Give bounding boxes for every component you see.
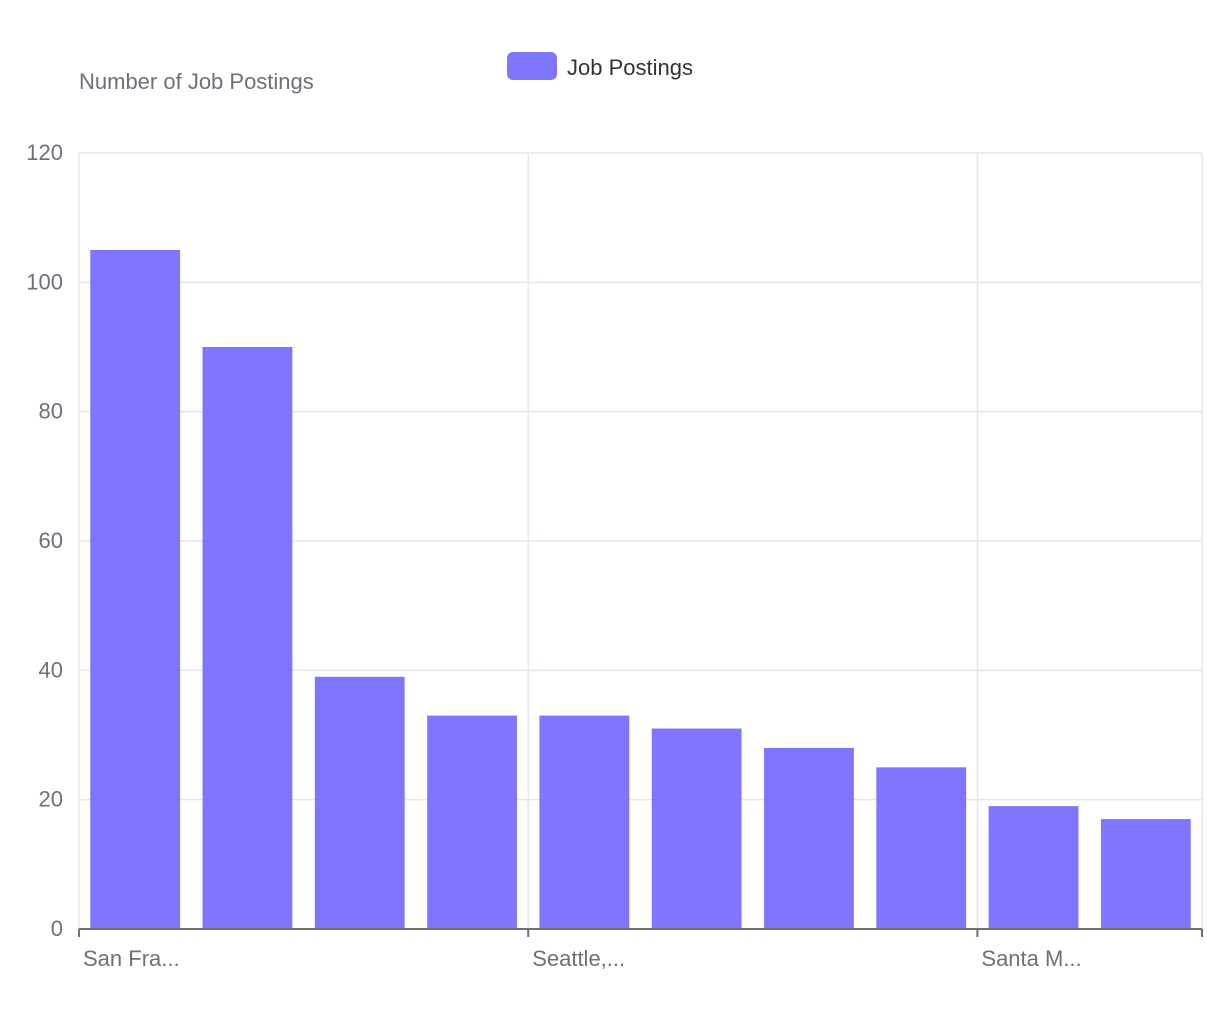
x-tick-label: San Fra... bbox=[83, 946, 180, 971]
y-tick-label: 40 bbox=[39, 657, 63, 682]
legend-swatch[interactable] bbox=[507, 52, 557, 80]
bar[interactable] bbox=[988, 806, 1079, 929]
bar[interactable] bbox=[764, 747, 854, 929]
y-tick-label: 100 bbox=[26, 269, 63, 294]
y-tick-label: 20 bbox=[39, 787, 63, 812]
y-axis-title: Number of Job Postings bbox=[79, 69, 314, 94]
legend[interactable]: Job Postings bbox=[507, 52, 693, 80]
bar[interactable] bbox=[314, 676, 405, 929]
bar[interactable] bbox=[1100, 819, 1191, 929]
bar[interactable] bbox=[427, 715, 517, 929]
bars-layer bbox=[90, 250, 1191, 929]
y-tick-label: 60 bbox=[39, 528, 63, 553]
bar[interactable] bbox=[651, 728, 742, 929]
bar[interactable] bbox=[90, 250, 181, 929]
axis-layer: 0 20 40 60 80 100 120 San Fra... Seattle,... Sant… bbox=[26, 140, 1203, 971]
legend-label[interactable]: Job Postings bbox=[567, 55, 693, 80]
bar[interactable] bbox=[202, 347, 293, 929]
y-tick-label: 120 bbox=[26, 140, 63, 165]
x-tick-label: Seattle,... bbox=[532, 946, 625, 971]
y-tick-label: 0 bbox=[51, 916, 63, 941]
bar[interactable] bbox=[539, 715, 630, 929]
x-tick-label: Santa M... bbox=[981, 946, 1081, 971]
bar[interactable] bbox=[876, 767, 967, 929]
y-tick-label: 80 bbox=[39, 399, 63, 424]
